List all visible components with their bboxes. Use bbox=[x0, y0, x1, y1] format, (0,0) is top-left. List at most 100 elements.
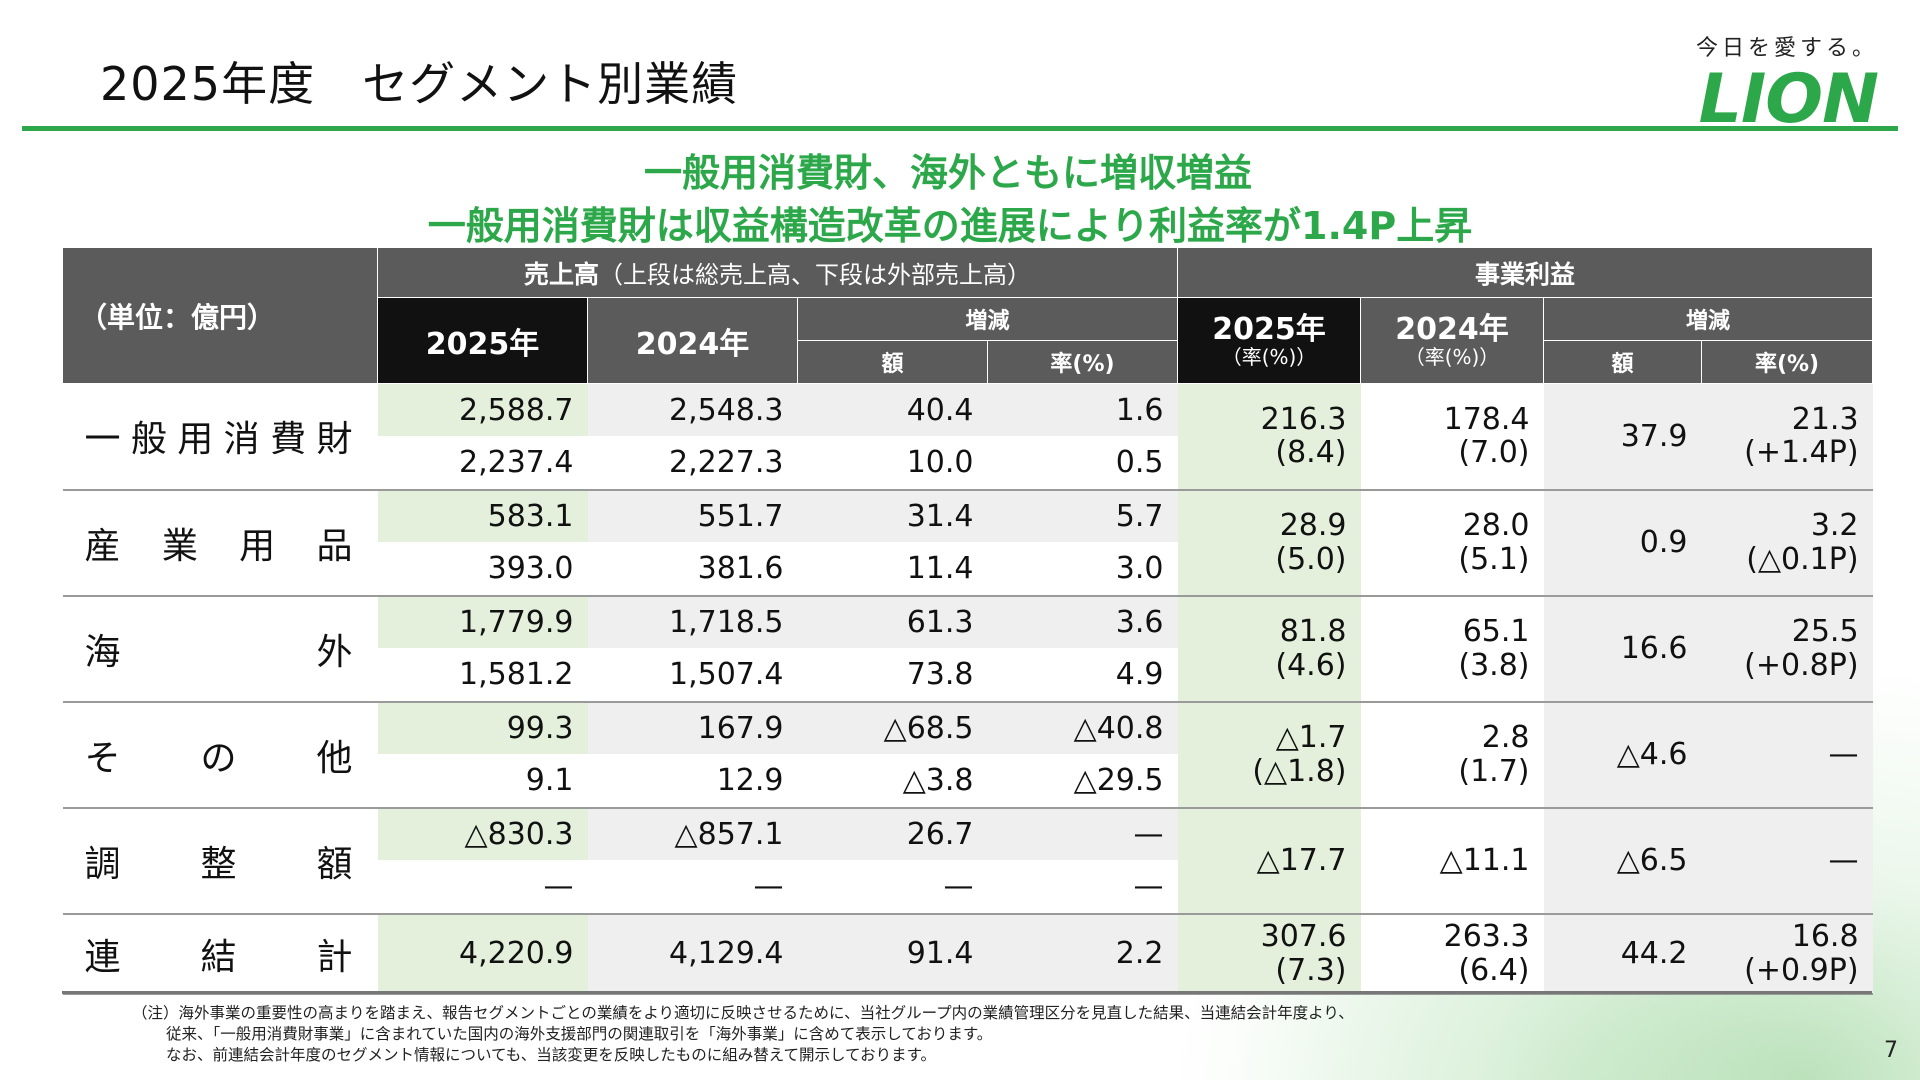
sales-value: — bbox=[987, 807, 1178, 861]
sales-value: △40.8 bbox=[987, 701, 1178, 755]
row-label-char: 般 bbox=[130, 419, 167, 461]
sales-value: 1,779.9 bbox=[377, 595, 588, 649]
segment-label: 産業用品 bbox=[62, 489, 378, 597]
sales-value: — bbox=[797, 860, 988, 915]
row-label-char: 用 bbox=[239, 525, 276, 567]
row-label-char: 調 bbox=[84, 843, 121, 885]
row-label-char: 外 bbox=[316, 631, 353, 673]
profit-change-rate: — bbox=[1701, 701, 1873, 809]
profit-amount-header: 額 bbox=[1543, 340, 1703, 384]
row-label-char: 業 bbox=[161, 525, 198, 567]
row-label-char: 品 bbox=[316, 525, 353, 567]
title-divider bbox=[22, 126, 1898, 131]
sales-value: 1.6 bbox=[987, 383, 1178, 437]
sales-value: 2.2 bbox=[987, 913, 1178, 995]
sales-value: — bbox=[377, 860, 588, 915]
profit-2024-value: 263.3 (6.4) bbox=[1360, 913, 1544, 995]
profit-2024-value: 28.0 (5.1) bbox=[1360, 489, 1544, 597]
sales-value: 1,581.2 bbox=[377, 648, 588, 703]
sales-value: 3.6 bbox=[987, 595, 1178, 649]
profit-2024-value: △11.1 bbox=[1360, 807, 1544, 915]
row-label-char: 財 bbox=[316, 419, 353, 461]
lion-logo: LION bbox=[1698, 60, 1879, 139]
profit-change-amount: △6.5 bbox=[1543, 807, 1702, 915]
sales-value: 4,220.9 bbox=[377, 913, 588, 995]
segment-label: 一般用消費財 bbox=[62, 383, 378, 491]
brand-tagline: 今日を愛する。 bbox=[1695, 36, 1878, 61]
segment-label: 連結計 bbox=[62, 913, 378, 995]
segment-label: 調整額 bbox=[62, 807, 378, 915]
sales-value: 1,718.5 bbox=[587, 595, 798, 649]
sales-value: 26.7 bbox=[797, 807, 988, 861]
sales-value: △29.5 bbox=[987, 754, 1178, 809]
profit-change-rate: — bbox=[1701, 807, 1873, 915]
profit-2025-value: 307.6 (7.3) bbox=[1177, 913, 1361, 995]
profit-change-amount: 0.9 bbox=[1543, 489, 1702, 597]
sales-value: 5.7 bbox=[987, 489, 1178, 543]
profit-2025-value: 81.8 (4.6) bbox=[1177, 595, 1361, 703]
headline-1: 一般用消費財、海外ともに増収増益 bbox=[643, 151, 1252, 195]
profit-2024-value: 65.1 (3.8) bbox=[1360, 595, 1544, 703]
profit-header: 事業利益 bbox=[1177, 247, 1874, 298]
profit-change-amount: △4.6 bbox=[1543, 701, 1702, 809]
sales-value: 12.9 bbox=[587, 754, 798, 809]
profit-change-amount: 37.9 bbox=[1543, 383, 1702, 491]
row-label-char: 他 bbox=[316, 737, 353, 779]
table-bottom-rule bbox=[62, 991, 1872, 994]
sales-value: 99.3 bbox=[377, 701, 588, 755]
sales-value: 583.1 bbox=[377, 489, 588, 543]
profit-rate-header: 率(%) bbox=[1701, 340, 1874, 384]
sales-value: 2,227.3 bbox=[587, 436, 798, 491]
sales-value: △830.3 bbox=[377, 807, 588, 861]
sales-2024-header: 2024年 bbox=[587, 297, 798, 384]
footnote: （注）海外事業の重要性の高まりを踏まえ、報告セグメントごとの業績をより適切に反映… bbox=[132, 1003, 1354, 1066]
row-label-char: 計 bbox=[316, 936, 353, 978]
sales-value: △857.1 bbox=[587, 807, 798, 861]
row-label-char: 産 bbox=[84, 525, 121, 567]
sales-value: 2,588.7 bbox=[377, 383, 588, 437]
profit-change-amount: 44.2 bbox=[1543, 913, 1702, 995]
profit-2025-value: 28.9 (5.0) bbox=[1177, 489, 1361, 597]
row-label-char: 海 bbox=[84, 631, 121, 673]
sales-value: 9.1 bbox=[377, 754, 588, 809]
row-label-char: の bbox=[200, 737, 237, 779]
sales-value: △68.5 bbox=[797, 701, 988, 755]
sales-value: 31.4 bbox=[797, 489, 988, 543]
sales-value: 167.9 bbox=[587, 701, 798, 755]
profit-change-amount: 16.6 bbox=[1543, 595, 1702, 703]
sales-header: 売上高（上段は総売上高、下段は外部売上高） bbox=[376, 247, 1179, 298]
profit-change-header: 増減 bbox=[1543, 297, 1874, 341]
headline-2: 一般用消費財は収益構造改革の進展により利益率が1.4P上昇 bbox=[427, 204, 1473, 248]
sales-value: 551.7 bbox=[587, 489, 798, 543]
sales-value: 3.0 bbox=[987, 542, 1178, 597]
row-label-char: 費 bbox=[270, 419, 307, 461]
profit-2025-value: △1.7 (△1.8) bbox=[1177, 701, 1361, 809]
sales-value: 91.4 bbox=[797, 913, 988, 995]
profit-2024-header: 2024年 （率(%)） bbox=[1360, 297, 1545, 384]
unit-label: （単位：億円） bbox=[62, 247, 378, 384]
sales-value: — bbox=[587, 860, 798, 915]
row-label-char: 連 bbox=[84, 936, 121, 978]
sales-value: 2,548.3 bbox=[587, 383, 798, 437]
sales-value: △3.8 bbox=[797, 754, 988, 809]
footnote-line: （注）海外事業の重要性の高まりを踏まえ、報告セグメントごとの業績をより適切に反映… bbox=[132, 1004, 1354, 1022]
sales-value: 393.0 bbox=[377, 542, 588, 597]
sales-value: 4.9 bbox=[987, 648, 1178, 703]
row-label-char: 用 bbox=[177, 419, 214, 461]
footnote-line: なお、前連結会計年度のセグメント情報についても、当該変更を反映したものに組み替え… bbox=[166, 1045, 937, 1064]
row-label-char: 額 bbox=[316, 843, 353, 885]
sales-value: 73.8 bbox=[797, 648, 988, 703]
page-number: 7 bbox=[1884, 1038, 1898, 1063]
sales-value: — bbox=[987, 860, 1178, 915]
footnote-line: 従来、「一般用消費財事業」に含まれていた国内の海外支援部門の関連取引を「海外事業… bbox=[166, 1024, 993, 1043]
profit-change-rate: 25.5 (+0.8P) bbox=[1701, 595, 1873, 703]
row-label-char: 結 bbox=[200, 936, 237, 978]
sales-amount-header: 額 bbox=[797, 340, 988, 384]
sales-value: 2,237.4 bbox=[377, 436, 588, 491]
profit-2025-value: △17.7 bbox=[1177, 807, 1361, 915]
sales-value: 11.4 bbox=[797, 542, 988, 597]
sales-value: 4,129.4 bbox=[587, 913, 798, 995]
row-label-char: 消 bbox=[223, 419, 260, 461]
row-label-char: 一 bbox=[84, 419, 121, 461]
profit-2025-value: 216.3 (8.4) bbox=[1177, 383, 1361, 491]
